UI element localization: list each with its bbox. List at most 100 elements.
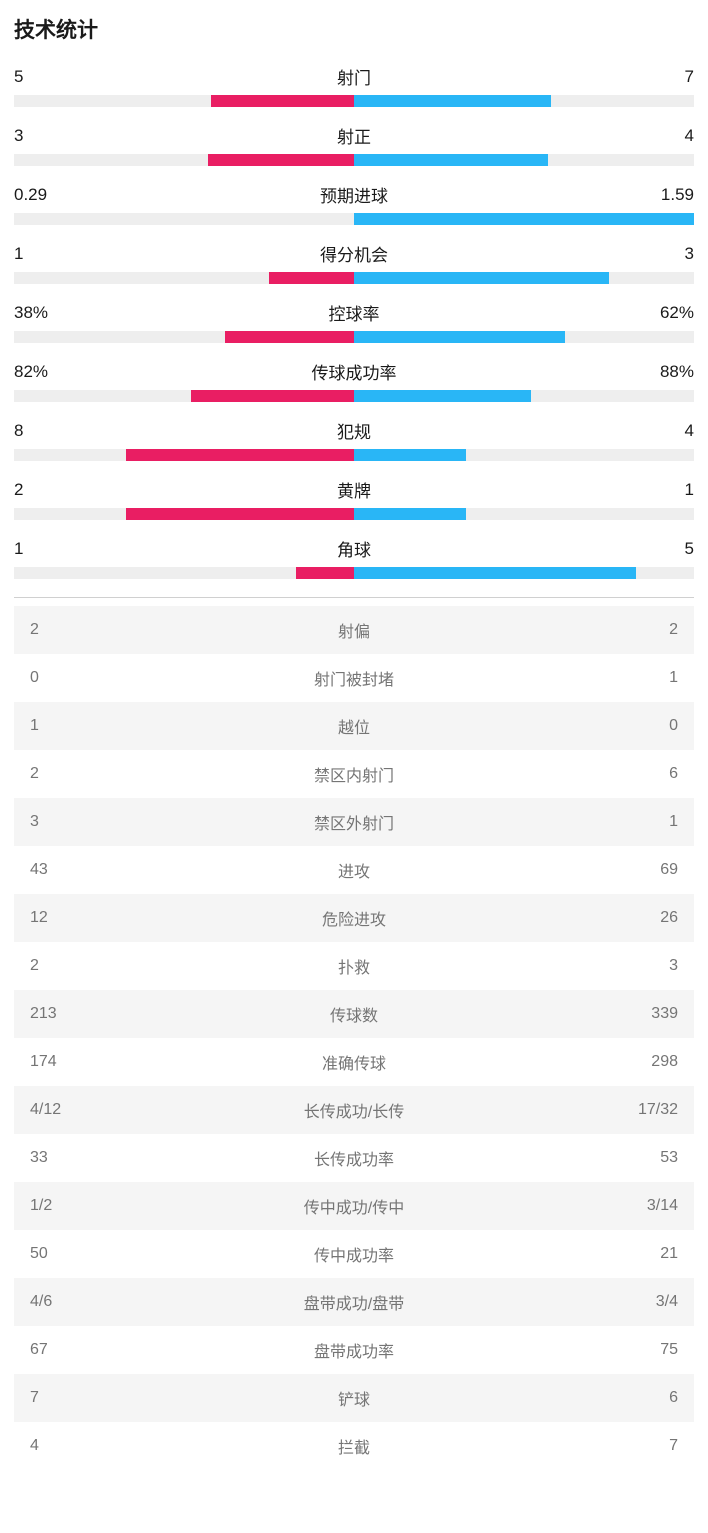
table-left-value: 1/2 [30, 1197, 110, 1215]
table-stat-label: 射偏 [110, 618, 598, 642]
table-right-value: 53 [598, 1149, 678, 1167]
bar-fill-right [354, 508, 466, 520]
table-row: 174 准确传球 298 [14, 1038, 694, 1086]
table-stat-label: 拦截 [110, 1434, 598, 1458]
bar-stat-row: 82% 传球成功率 88% [14, 359, 694, 402]
bar-stat-left-value: 1 [14, 539, 74, 559]
bar-stat-row: 5 射门 7 [14, 64, 694, 107]
bar-stat-row: 1 得分机会 3 [14, 241, 694, 284]
table-stat-label: 禁区内射门 [110, 762, 598, 786]
table-stat-label: 长传成功率 [110, 1146, 598, 1170]
table-right-value: 3/4 [598, 1293, 678, 1311]
bar-left-half [14, 95, 354, 107]
table-right-value: 1 [598, 669, 678, 687]
table-left-value: 4/12 [30, 1101, 110, 1119]
table-stat-label: 传中成功/传中 [110, 1194, 598, 1218]
table-row: 3 禁区外射门 1 [14, 798, 694, 846]
bar-fill-right [354, 213, 694, 225]
table-stat-label: 禁区外射门 [110, 810, 598, 834]
table-right-value: 69 [598, 861, 678, 879]
table-left-value: 4/6 [30, 1293, 110, 1311]
bar-stat-header: 0.29 预期进球 1.59 [14, 182, 694, 207]
bar-stat-right-value: 88% [634, 362, 694, 382]
table-right-value: 1 [598, 813, 678, 831]
table-right-value: 3/14 [598, 1197, 678, 1215]
table-stat-label: 进攻 [110, 858, 598, 882]
table-stat-label: 扑救 [110, 954, 598, 978]
table-row: 1 越位 0 [14, 702, 694, 750]
bar-track [14, 390, 694, 402]
bar-fill-left [191, 390, 354, 402]
bar-stat-left-value: 3 [14, 126, 74, 146]
bar-track [14, 449, 694, 461]
bar-left-half [14, 213, 354, 225]
bar-track [14, 213, 694, 225]
table-right-value: 7 [598, 1437, 678, 1455]
bar-fill-left [211, 95, 354, 107]
table-stats-section: 2 射偏 2 0 射门被封堵 1 1 越位 0 2 禁区内射门 6 3 禁区外射… [14, 606, 694, 1470]
bar-left-half [14, 331, 354, 343]
bar-stat-label: 传球成功率 [74, 359, 634, 384]
bar-stat-label: 控球率 [74, 300, 634, 325]
bar-stat-left-value: 38% [14, 303, 74, 323]
bar-stat-header: 38% 控球率 62% [14, 300, 694, 325]
stats-container: 技术统计 5 射门 7 3 射正 4 [0, 0, 708, 1484]
bar-stat-header: 82% 传球成功率 88% [14, 359, 694, 384]
bar-stat-right-value: 5 [634, 539, 694, 559]
bar-stat-right-value: 7 [634, 67, 694, 87]
bar-stat-right-value: 1.59 [634, 185, 694, 205]
table-stat-label: 铲球 [110, 1386, 598, 1410]
bar-fill-left [269, 272, 354, 284]
table-right-value: 26 [598, 909, 678, 927]
bar-stat-left-value: 8 [14, 421, 74, 441]
bar-fill-right [354, 154, 548, 166]
table-right-value: 3 [598, 957, 678, 975]
table-left-value: 213 [30, 1005, 110, 1023]
bar-fill-right [354, 272, 609, 284]
table-left-value: 1 [30, 717, 110, 735]
bar-stat-right-value: 62% [634, 303, 694, 323]
table-row: 0 射门被封堵 1 [14, 654, 694, 702]
table-row: 50 传中成功率 21 [14, 1230, 694, 1278]
table-stat-label: 准确传球 [110, 1050, 598, 1074]
table-right-value: 75 [598, 1341, 678, 1359]
bar-left-half [14, 272, 354, 284]
bar-fill-left [296, 567, 354, 579]
bar-track [14, 154, 694, 166]
bar-stat-right-value: 4 [634, 126, 694, 146]
bar-stat-label: 犯规 [74, 418, 634, 443]
bar-stat-row: 1 角球 5 [14, 536, 694, 579]
bar-track [14, 567, 694, 579]
bar-left-half [14, 390, 354, 402]
bar-stat-label: 预期进球 [74, 182, 634, 207]
table-row: 1/2 传中成功/传中 3/14 [14, 1182, 694, 1230]
table-left-value: 3 [30, 813, 110, 831]
bar-stats-section: 5 射门 7 3 射正 4 0.29 预 [14, 64, 694, 579]
bar-right-half [354, 331, 694, 343]
bar-fill-right [354, 449, 466, 461]
table-right-value: 6 [598, 765, 678, 783]
bar-stat-header: 5 射门 7 [14, 64, 694, 89]
table-row: 2 扑救 3 [14, 942, 694, 990]
table-left-value: 7 [30, 1389, 110, 1407]
table-row: 2 禁区内射门 6 [14, 750, 694, 798]
table-row: 43 进攻 69 [14, 846, 694, 894]
bar-right-half [354, 213, 694, 225]
table-left-value: 2 [30, 957, 110, 975]
table-left-value: 2 [30, 765, 110, 783]
bar-track [14, 331, 694, 343]
bar-stat-row: 3 射正 4 [14, 123, 694, 166]
table-stat-label: 盘带成功率 [110, 1338, 598, 1362]
table-row: 4 拦截 7 [14, 1422, 694, 1470]
bar-stat-header: 1 角球 5 [14, 536, 694, 561]
table-right-value: 17/32 [598, 1101, 678, 1119]
table-right-value: 6 [598, 1389, 678, 1407]
bar-left-half [14, 154, 354, 166]
table-row: 7 铲球 6 [14, 1374, 694, 1422]
table-stat-label: 越位 [110, 714, 598, 738]
bar-stat-label: 黄牌 [74, 477, 634, 502]
table-right-value: 298 [598, 1053, 678, 1071]
bar-stat-header: 3 射正 4 [14, 123, 694, 148]
table-left-value: 12 [30, 909, 110, 927]
bar-stat-label: 角球 [74, 536, 634, 561]
